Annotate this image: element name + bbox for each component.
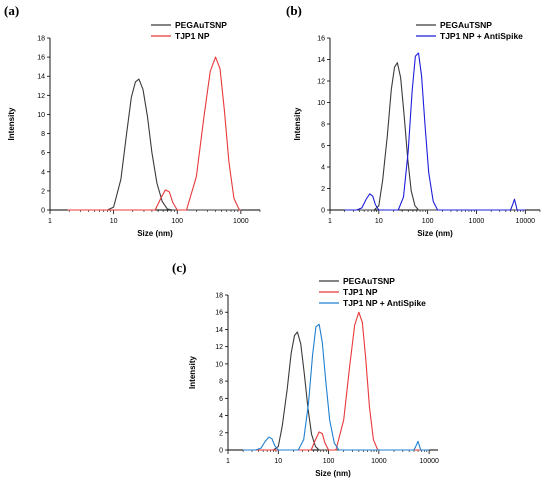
x-tick-label: 10 [375, 218, 383, 225]
y-tick-label: 4 [321, 165, 325, 172]
y-tick-label: 6 [41, 150, 45, 157]
x-tick-label: 10000 [419, 458, 439, 465]
y-tick-label: 2 [321, 186, 325, 193]
legend-label: TJP1 NP + AntiSpike [343, 298, 426, 308]
series-line-1 [67, 56, 241, 211]
y-tick-label: 10 [37, 112, 45, 119]
y-tick-label: 4 [219, 413, 223, 420]
y-tick-label: 8 [321, 122, 325, 129]
legend-label: PEGAuTSNP [440, 20, 492, 30]
panel-a: 0 2 4 6 8 10 12 14 16 18 1 10 100 1000 Size (nm) Intens… [7, 20, 261, 238]
y-tick-label: 6 [219, 396, 223, 403]
x-tick-label: 1 [226, 458, 230, 465]
y-tick-label: 18 [37, 36, 45, 43]
legend-label: PEGAuTSNP [343, 276, 395, 286]
x-axis-label: Size (nm) [137, 229, 173, 238]
legend-label: TJP1 NP + AntiSpike [440, 31, 523, 41]
series-line-0 [344, 62, 526, 211]
panel-b: 0 2 4 6 8 10 12 14 16 1 10 100 1000 10000 Size (nm) Int… [293, 20, 541, 238]
y-tick-label: 0 [219, 448, 223, 455]
y-tick-label: 14 [215, 327, 223, 334]
y-tick-label: 16 [37, 55, 45, 62]
y-tick-label: 14 [317, 57, 325, 64]
x-tick-label: 1 [48, 218, 52, 225]
x-tick-label: 10 [274, 458, 282, 465]
panel-c: 0 2 4 6 8 10 12 14 16 18 1 10 100 1000 10000 Size (nm) I… [188, 276, 439, 478]
legend-label: PEGAuTSNP [175, 20, 227, 30]
y-tick-label: 18 [215, 293, 223, 300]
y-tick-label: 0 [41, 208, 45, 215]
y-tick-label: 6 [321, 143, 325, 150]
y-tick-label: 8 [219, 379, 223, 386]
x-tick-label: 1000 [371, 458, 387, 465]
panel-b-letter: (b) [286, 3, 302, 18]
x-tick-label: 10 [110, 218, 118, 225]
series-line-0 [243, 331, 430, 451]
y-tick-label: 2 [219, 430, 223, 437]
panel-c-letter: (c) [172, 260, 186, 275]
x-tick-label: 1000 [233, 218, 249, 225]
x-tick-label: 1000 [469, 218, 485, 225]
x-axis-label: Size (nm) [315, 469, 351, 478]
y-tick-label: 16 [215, 310, 223, 317]
series-line-1 [344, 52, 526, 211]
legend-label: TJP1 NP [343, 287, 378, 297]
y-tick-label: 2 [41, 188, 45, 195]
x-tick-label: 1 [328, 218, 332, 225]
y-tick-label: 8 [41, 131, 45, 138]
y-tick-label: 10 [317, 100, 325, 107]
x-tick-label: 10000 [516, 218, 536, 225]
y-tick-label: 0 [321, 208, 325, 215]
series-line-0 [67, 78, 241, 211]
x-tick-label: 100 [171, 218, 183, 225]
x-tick-label: 100 [422, 218, 434, 225]
y-tick-label: 12 [215, 344, 223, 351]
y-tick-label: 4 [41, 169, 45, 176]
legend-label: TJP1 NP [175, 31, 210, 41]
y-tick-label: 16 [317, 36, 325, 43]
y-axis-label: Intensity [188, 356, 197, 389]
x-tick-label: 100 [323, 458, 335, 465]
y-tick-label: 12 [317, 79, 325, 86]
series-line-2 [243, 323, 430, 451]
panel-a-letter: (a) [4, 3, 19, 18]
y-tick-label: 14 [37, 74, 45, 81]
y-axis-label: Intensity [293, 107, 302, 140]
series-line-1 [243, 311, 430, 451]
y-tick-label: 12 [37, 93, 45, 100]
y-axis-label: Intensity [7, 107, 16, 140]
y-tick-label: 10 [215, 361, 223, 368]
x-axis-label: Size (nm) [417, 229, 453, 238]
